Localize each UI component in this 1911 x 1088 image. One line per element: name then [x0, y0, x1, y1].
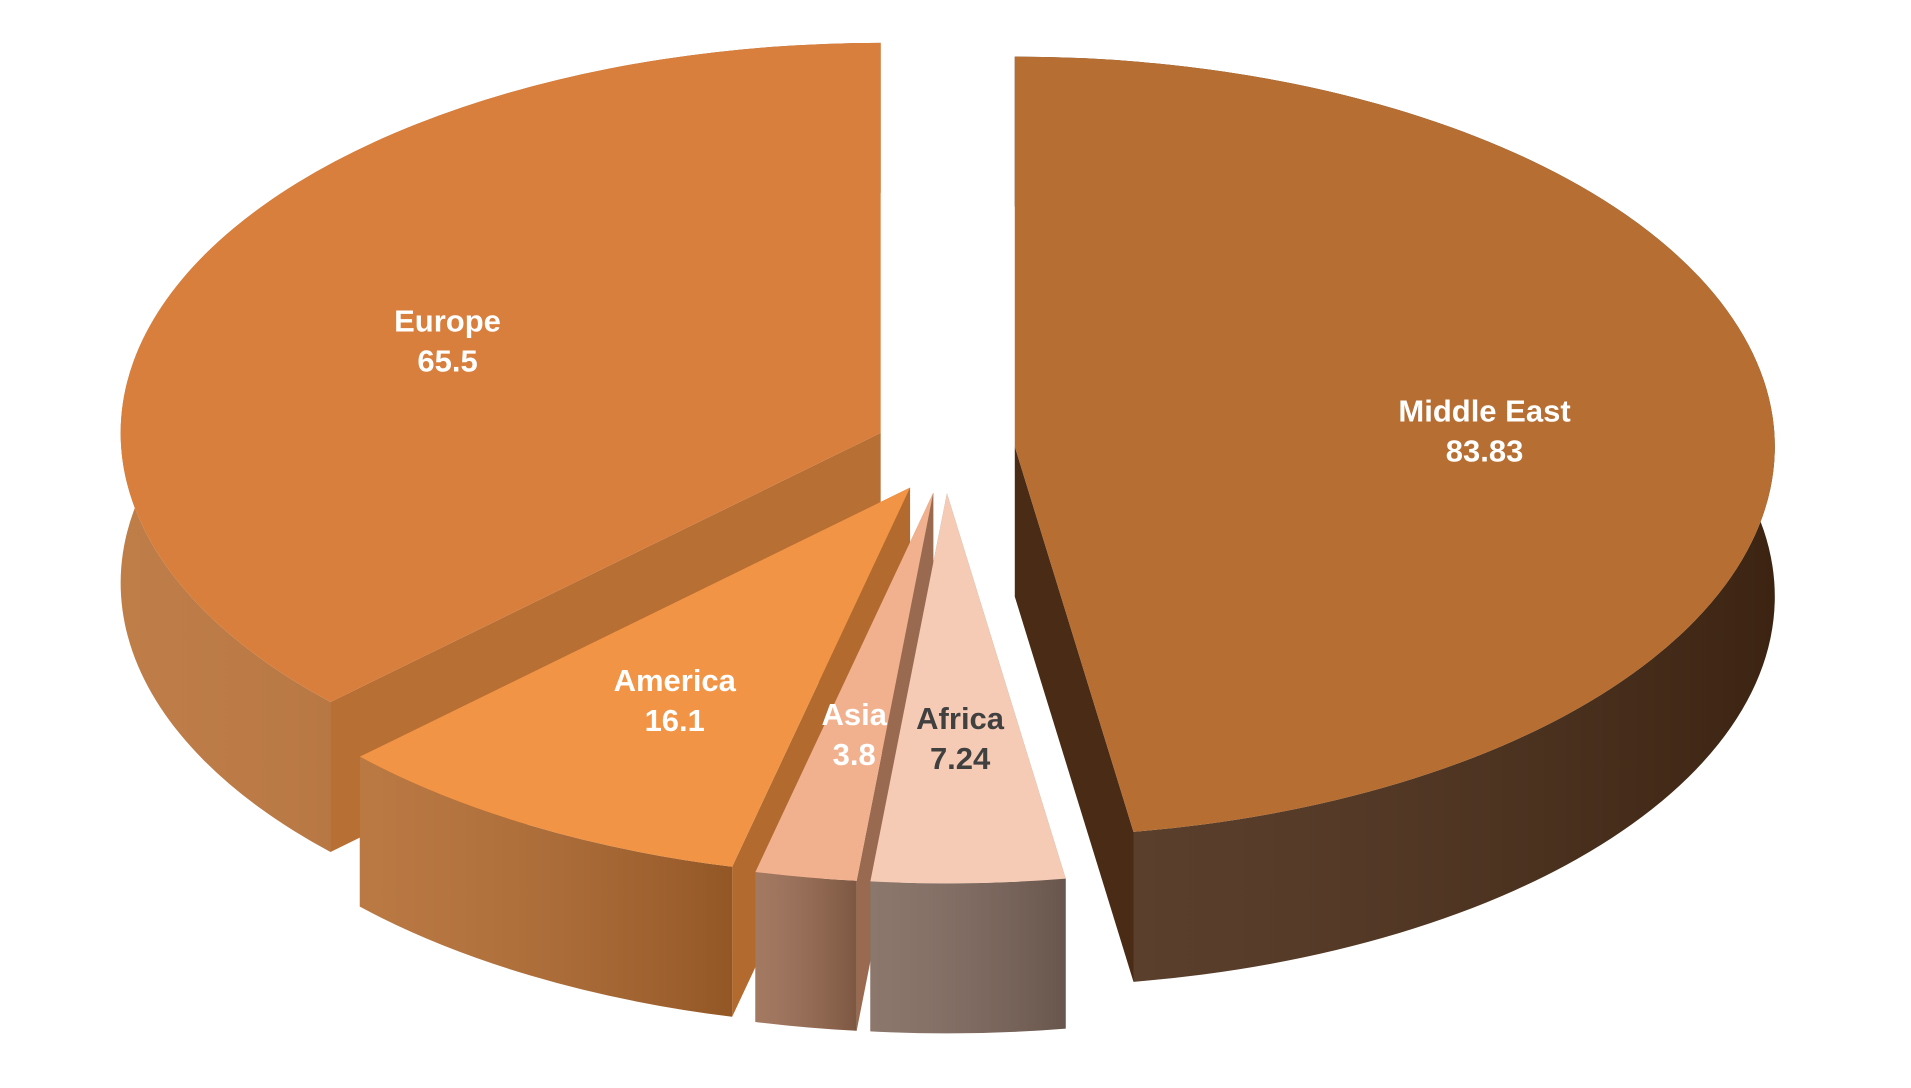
slice-asia-rim-shade: [755, 871, 857, 1031]
slice-america-top: [359, 487, 911, 867]
slice-label-middle-east: Middle East: [1398, 394, 1570, 429]
slice-label-america: America: [614, 663, 737, 698]
slice-middle-east: [1014, 56, 1775, 982]
slice-africa-rim-shade: [870, 878, 1066, 1034]
slice-label-europe: Europe: [394, 304, 501, 339]
slice-label-africa: Africa: [916, 701, 1005, 736]
slice-america: [359, 487, 911, 1017]
slice-middle-east-wall-end: [1014, 446, 1134, 982]
slice-label-asia: Asia: [821, 697, 887, 732]
slice-value-asia: 3.8: [833, 737, 876, 772]
slice-value-middle-east: 83.83: [1446, 434, 1524, 469]
slice-asia-top: [755, 492, 934, 881]
slice-middle-east-top: [1014, 56, 1775, 832]
slice-value-america: 16.1: [645, 703, 705, 738]
slice-america-rim-shade: [359, 756, 733, 1017]
slice-europe-top: [120, 42, 881, 702]
slice-africa: [870, 493, 1066, 1034]
slice-africa-top: [870, 493, 1066, 884]
slice-value-africa: 7.24: [930, 741, 991, 776]
slice-value-europe: 65.5: [417, 344, 477, 379]
